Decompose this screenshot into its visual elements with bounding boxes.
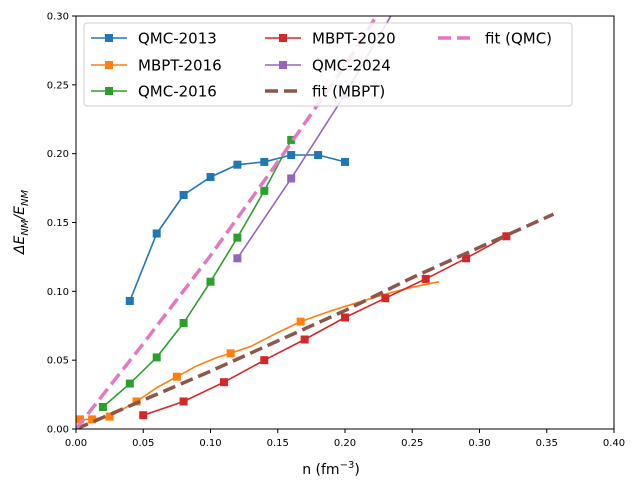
legend-item-fit-qmc: fit (QMC): [438, 30, 552, 48]
x-tick-label: 0.20: [334, 438, 356, 449]
legend-marker-mbpt-2016: [105, 61, 113, 69]
legend-marker-qmc-2024: [279, 61, 287, 69]
legend-label-qmc-2024: QMC-2024: [312, 57, 391, 75]
series-point-mbpt-2020: [260, 356, 269, 365]
legend-box: [83, 22, 573, 107]
legend-marker-mbpt-2020: [279, 34, 287, 42]
series-line-mbpt-2020: [143, 235, 507, 416]
series-point-qmc-2016: [152, 353, 161, 362]
axis-layer: 0.00 0.05 0.10 0.15 0.20 0.25 0.30 0.35 0.40 0.00…: [47, 12, 625, 450]
y-tick-label: 0.30: [47, 12, 69, 23]
series-point-qmc-2013: [179, 190, 188, 199]
series-point-qmc-2013: [341, 157, 349, 166]
series-point-qmc-2013: [287, 151, 296, 160]
series-point-qmc-2013: [152, 229, 161, 238]
series-qmc-2016: [98, 135, 296, 411]
legend-item-qmc-2016: QMC-2016: [91, 83, 217, 101]
x-tick-label: 0.10: [199, 438, 221, 449]
y-axis-label-delta: ΔE: [12, 236, 28, 256]
series-point-qmc-2016: [233, 233, 242, 242]
series-point-mbpt-2016: [88, 415, 97, 424]
series-point-qmc-2024: [287, 174, 296, 183]
series-qmc-2013: [125, 151, 349, 305]
legend-marker-qmc-2016: [105, 87, 113, 95]
x-tick-label: 0.05: [132, 438, 154, 449]
legend-item-mbpt-2020: MBPT-2020: [265, 30, 396, 48]
series-point-qmc-2013: [125, 296, 134, 305]
series-point-qmc-2016: [179, 318, 188, 327]
series-point-mbpt-2020: [179, 397, 188, 406]
series-point-qmc-2016: [125, 379, 134, 388]
x-axis-label: n (fm−3): [302, 460, 360, 478]
series-point-mbpt-2016: [296, 317, 305, 326]
y-axis-label-sub2: NM: [20, 190, 31, 206]
x-axis-label-close: ): [354, 462, 359, 478]
legend-label-fit-qmc: fit (QMC): [485, 30, 552, 48]
series-point-mbpt-2020: [139, 411, 148, 420]
legend-item-mbpt-2016: MBPT-2016: [91, 57, 222, 75]
series-point-mbpt-2016: [105, 412, 114, 421]
y-tick-label: 0.10: [47, 287, 69, 298]
series-point-qmc-2016: [287, 135, 296, 144]
x-tick-label: 0.35: [536, 438, 558, 449]
legend-marker-qmc-2013: [105, 34, 113, 42]
series-line-qmc-2013: [129, 154, 346, 302]
legend-label-qmc-2016: QMC-2016: [138, 83, 217, 101]
series-point-qmc-2013: [314, 151, 323, 160]
series-mbpt-2020: [139, 232, 511, 420]
series-point-mbpt-2020: [300, 335, 309, 344]
series-point-mbpt-2020: [219, 378, 228, 387]
y-tick-label: 0.25: [47, 80, 69, 91]
series-fit-mbpt: [76, 212, 555, 429]
y-tick-label: 0.05: [47, 356, 69, 367]
y-tick-label: 0.20: [47, 149, 69, 160]
series-point-mbpt-2016: [76, 415, 85, 424]
legend-label-mbpt-2020: MBPT-2020: [312, 30, 396, 48]
series-point-mbpt-2020: [462, 254, 471, 263]
series-point-qmc-2013: [206, 173, 215, 182]
legend: QMC-2013 MBPT-2016 QMC-2016 MBPT-2020 QMC-20…: [83, 22, 573, 107]
series-line-qmc-2016: [102, 139, 292, 408]
series-point-mbpt-2020: [502, 232, 511, 241]
y-tick-label: 0.00: [47, 425, 69, 436]
series-point-qmc-2024: [395, 0, 403, 6]
y-axis-label-sub1: NM: [20, 219, 31, 235]
legend-item-qmc-2013: QMC-2013: [91, 30, 217, 48]
series-point-qmc-2016: [206, 277, 215, 286]
series-line-fit-mbpt: [76, 212, 555, 429]
x-tick-label: 0.40: [603, 438, 625, 449]
legend-item-fit-mbpt: fit (MBPT): [265, 83, 385, 101]
series-point-mbpt-2016: [172, 372, 181, 381]
x-axis-label-main: n (fm: [302, 462, 339, 478]
x-axis-label-sup: −3: [340, 460, 355, 471]
legend-label-mbpt-2016: MBPT-2016: [138, 57, 222, 75]
x-tick-label: 0.30: [468, 438, 490, 449]
series-point-qmc-2013: [233, 160, 242, 169]
series-point-mbpt-2020: [421, 274, 430, 283]
series-point-qmc-2016: [260, 186, 269, 195]
series-point-mbpt-2020: [341, 313, 349, 322]
y-tick-label: 0.15: [47, 218, 69, 229]
y-axis-label: ΔENM/ENM: [12, 190, 31, 256]
legend-label-qmc-2013: QMC-2013: [138, 30, 217, 48]
series-point-qmc-2016: [98, 402, 107, 411]
y-axis-label-slash: /E: [12, 206, 28, 222]
legend-label-fit-mbpt: fit (MBPT): [312, 83, 385, 101]
series-point-qmc-2013: [260, 157, 269, 166]
x-tick-label: 0.00: [65, 438, 87, 449]
series-point-mbpt-2016: [226, 349, 235, 358]
x-tick-label: 0.15: [267, 438, 289, 449]
x-tick-label: 0.25: [401, 438, 423, 449]
series-point-qmc-2024: [233, 254, 242, 263]
series-point-mbpt-2020: [381, 294, 390, 303]
legend-item-qmc-2024: QMC-2024: [265, 57, 391, 75]
